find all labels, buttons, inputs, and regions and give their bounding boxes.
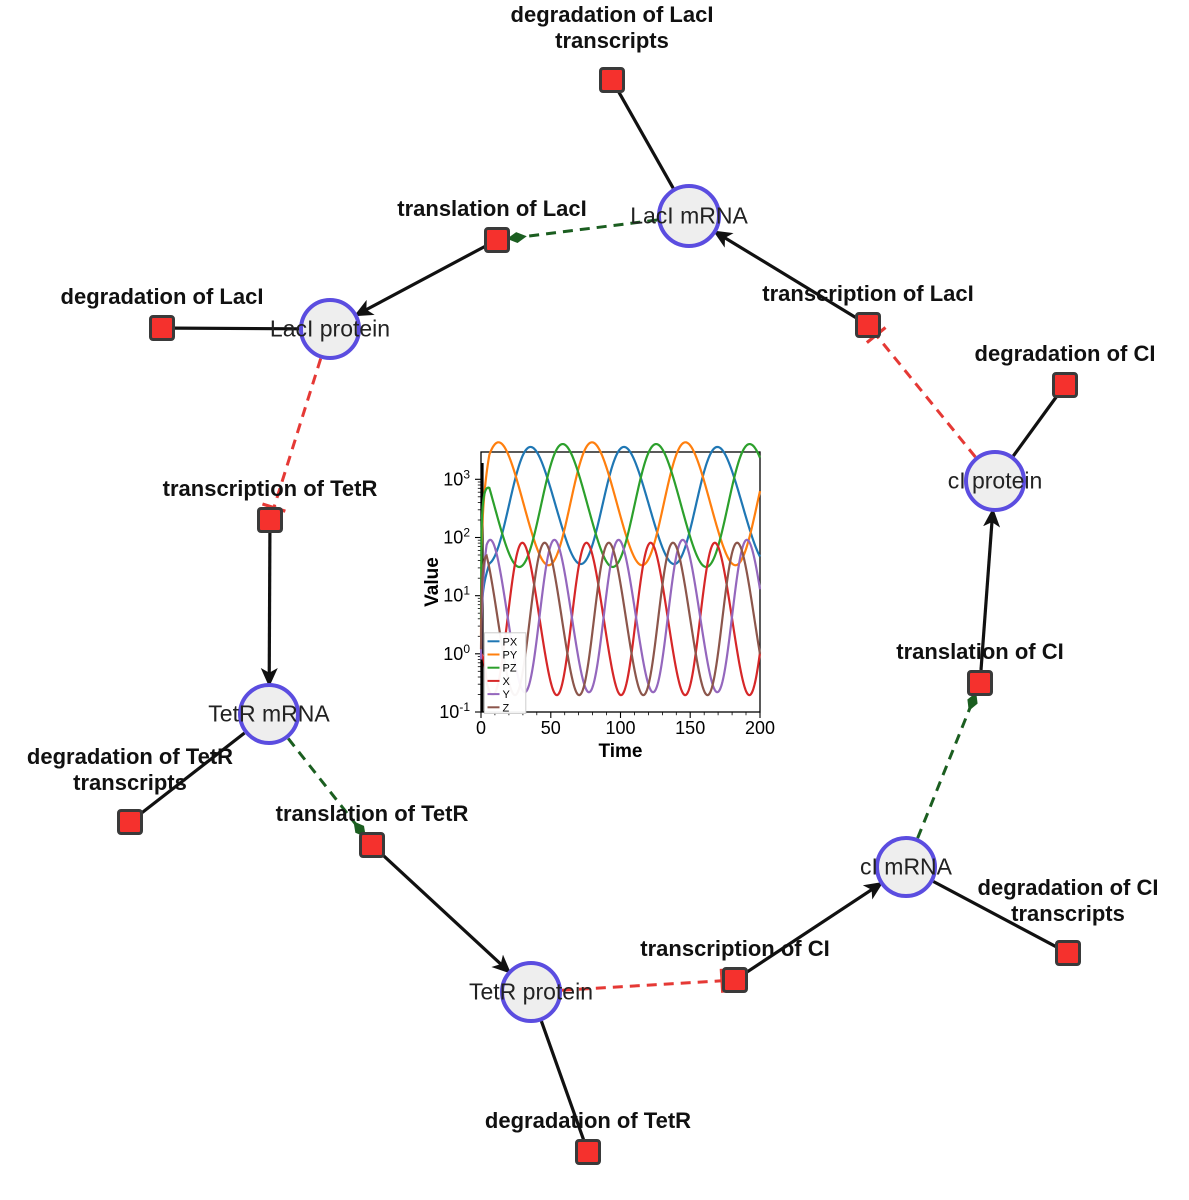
- svg-text:PX: PX: [503, 636, 518, 648]
- svg-text:Value: Value: [422, 557, 443, 607]
- svg-text:101: 101: [443, 584, 470, 606]
- svg-text:100: 100: [443, 642, 470, 664]
- svg-text:Y: Y: [503, 689, 511, 701]
- svg-text:100: 100: [605, 718, 635, 738]
- svg-text:X: X: [503, 676, 511, 688]
- svg-text:Time: Time: [598, 741, 642, 762]
- svg-text:103: 103: [443, 467, 470, 489]
- svg-text:150: 150: [675, 718, 705, 738]
- svg-text:102: 102: [443, 526, 470, 548]
- svg-text:200: 200: [745, 718, 775, 738]
- svg-text:PZ: PZ: [503, 663, 517, 675]
- svg-text:PY: PY: [503, 650, 518, 662]
- svg-text:Z: Z: [503, 702, 510, 714]
- svg-text:0: 0: [476, 718, 486, 738]
- svg-text:10-1: 10-1: [439, 700, 470, 722]
- svg-text:50: 50: [541, 718, 561, 738]
